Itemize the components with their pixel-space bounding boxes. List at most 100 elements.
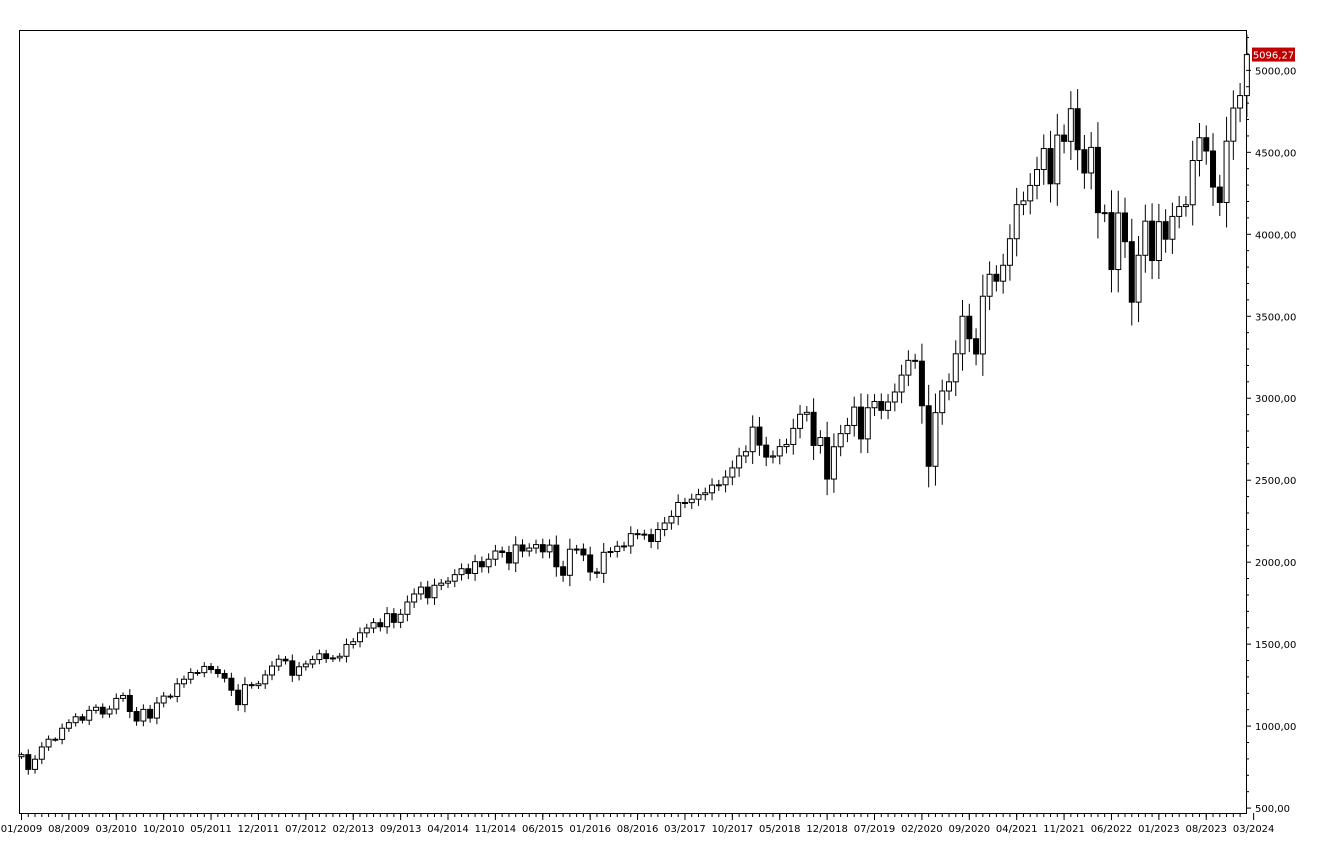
candle-body [1203,137,1210,152]
candle-body [986,273,993,297]
candle-body [600,551,607,574]
candles-group [18,34,1250,775]
x-tick-label: 11/2021 [1043,824,1085,835]
candle-body [499,550,506,553]
candle-body [140,708,147,722]
candle-body [593,571,600,574]
candle-body [357,632,363,643]
candle-body [180,678,187,685]
candle-body [397,613,404,623]
y-tick-label: 1500,00 [1255,640,1296,651]
candle-body [32,758,39,770]
x-tick-label: 01/2016 [569,824,611,835]
candle-body [573,548,580,551]
candle-body [228,677,235,691]
candle-body [120,694,127,699]
candle-body [945,381,952,392]
candle-body [891,391,898,403]
candle-body [973,338,980,355]
candle-body [614,545,621,553]
candle-body [329,657,336,660]
candle-body [607,551,614,554]
candle-body [343,643,350,657]
candle-body [1155,221,1162,262]
candle-body [1115,212,1122,271]
x-tick-label: 02/2020 [901,824,943,835]
x-tick-label: 05/2011 [190,824,232,835]
candle-body [885,401,892,411]
candle-body [966,315,973,340]
candle-body [390,613,397,623]
candle-body [952,353,959,383]
x-tick-label: 03/2010 [96,824,138,835]
candle-body [871,401,878,409]
candle-body [736,455,743,469]
candle-body [695,494,702,500]
candle-body [384,613,391,628]
candle-body [776,446,783,457]
x-tick-label: 11/2014 [475,824,517,835]
candle-body [262,674,269,685]
candle-body [1034,169,1040,186]
candle-body [560,566,567,576]
candle-body [248,684,255,687]
candle-body [918,360,925,407]
candle-body [1061,134,1068,142]
candle-body [797,413,804,429]
candle-body [302,663,309,668]
x-tick-label: 07/2019 [854,824,896,835]
candle-body [519,544,526,552]
candle-body [424,586,431,599]
x-tick-label: 09/2020 [949,824,991,835]
candle-body [587,554,594,573]
candle-body [749,426,756,453]
x-tick-label: 12/2018 [806,824,848,835]
candle-body [715,484,722,487]
x-tick-label: 08/2009 [48,824,90,835]
candle-body [1149,220,1156,262]
candle-body [431,584,438,599]
candle-body [621,545,628,548]
candle-body [1243,54,1250,97]
candle-body [1040,148,1047,171]
candle-body [756,426,763,446]
candle-body [214,669,221,674]
candle-body [52,738,59,741]
candle-body [336,655,343,659]
candle-body [729,467,736,478]
x-tick-label: 09/2013 [380,824,422,835]
last-price-background [1252,47,1295,62]
candle-body [235,689,242,706]
y-tick-label: 4000,00 [1255,230,1296,241]
candle-body [465,568,472,574]
candle-body [79,716,86,721]
candle-body [289,660,296,676]
candle-body [445,580,452,584]
y-tick-label: 3500,00 [1255,312,1296,323]
x-tick-label: 01/2009 [1,824,43,835]
candle-body [959,315,966,355]
candle-body [837,433,844,448]
candle-body [478,561,485,568]
candle-body [438,582,445,586]
candle-body [553,544,560,568]
candle-body [641,533,648,536]
candle-body [810,411,817,446]
candle-body [1081,149,1088,174]
candle-body [1142,220,1149,256]
candle-body [648,534,655,543]
candle-body [851,406,858,426]
candle-body [857,406,864,440]
x-axis: 01/2009 08/2009 03/2010 10/2010 05/2011 12/20… [1,813,1274,835]
candle-body [979,295,986,355]
candle-body [1088,146,1095,174]
candle-body [59,727,66,740]
candle-body [363,627,370,634]
x-tick-label: 06/2015 [522,824,564,835]
candle-body [492,550,499,560]
candle-body [316,653,323,661]
candle-body [221,672,228,679]
candle-body [1182,204,1189,208]
candle-body [932,412,939,467]
